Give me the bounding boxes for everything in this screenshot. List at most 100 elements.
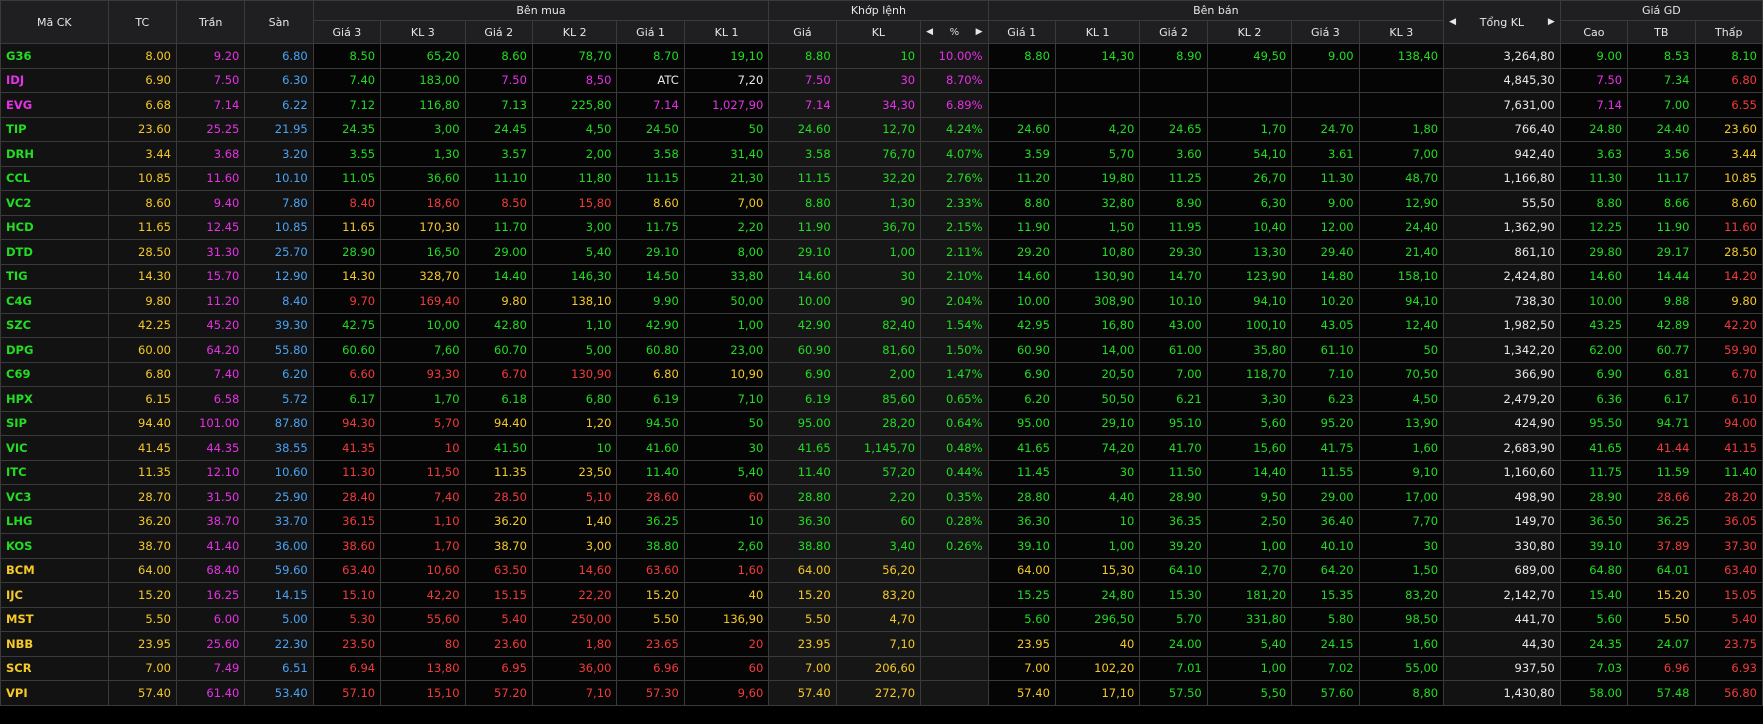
cell-symbol[interactable]: TIG <box>0 263 109 289</box>
toggle-right-icon[interactable]: ▶ <box>975 27 983 37</box>
table-row[interactable]: LHG 36.20 38.70 33.70 36.15 1,10 36.20 1,40 36.2… <box>0 508 1763 534</box>
cell-symbol[interactable]: HCD <box>0 214 109 240</box>
cell-symbol[interactable]: DPG <box>0 337 109 363</box>
table-row[interactable]: CCL 10.85 11.60 10.10 11.05 36,60 11.10 11,80 11… <box>0 165 1763 191</box>
table-row[interactable]: DTD 28.50 31.30 25.70 28.90 16,50 29.00 5,40 29.… <box>0 239 1763 265</box>
cell-symbol[interactable]: VC2 <box>0 190 109 216</box>
cell-symbol[interactable]: KOS <box>0 533 109 559</box>
cell-symbol[interactable]: CCL <box>0 165 109 191</box>
col-header-sell-vol3[interactable]: KL 3 <box>1358 20 1445 44</box>
cell-symbol[interactable]: SCR <box>0 655 109 681</box>
table-row[interactable]: C69 6.80 7.40 6.20 6.60 93,30 6.70 130,90 6.80 10… <box>0 361 1763 387</box>
col-header-match-volume[interactable]: KL <box>835 20 922 44</box>
cell-tc: 8.00 <box>107 43 177 69</box>
cell-avg: 11.17 <box>1627 165 1696 191</box>
cell-sell-price2: 28.90 <box>1139 484 1208 510</box>
cell-buy-price1: 36.25 <box>616 508 685 534</box>
table-row[interactable]: MST 5.50 6.00 5.00 5.30 55,60 5.40 250,00 5.50 13… <box>0 606 1763 632</box>
cell-symbol[interactable]: NBB <box>0 631 109 657</box>
table-row[interactable]: VC2 8.60 9.40 7.80 8.40 18,60 8.50 15,80 8.60 7,0… <box>0 190 1763 216</box>
col-header-buy-price3[interactable]: Giá 3 <box>312 20 382 44</box>
col-header-buy-vol3[interactable]: KL 3 <box>380 20 466 44</box>
table-row[interactable]: IDJ 6.90 7.50 6.30 7.40 183,00 7.50 8,50 ATC 7,20… <box>0 67 1763 93</box>
cell-symbol[interactable]: VIC <box>0 435 109 461</box>
cell-symbol[interactable]: C4G <box>0 288 109 314</box>
cell-symbol[interactable]: G36 <box>0 43 109 69</box>
col-header-low[interactable]: Thấp <box>1694 20 1763 44</box>
col-header-avg[interactable]: TB <box>1627 20 1696 44</box>
cell-symbol[interactable]: TIP <box>0 116 109 142</box>
cell-symbol[interactable]: C69 <box>0 361 109 387</box>
cell-match-price: 11.15 <box>768 165 837 191</box>
table-row[interactable]: NBB 23.95 25.60 22.30 23.50 80 23.60 1,80 23.65 2… <box>0 631 1763 657</box>
col-header-buy-price1[interactable]: Giá 1 <box>616 20 685 44</box>
table-row[interactable]: EVG 6.68 7.14 6.22 7.12 116,80 7.13 225,80 7.14 1… <box>0 92 1763 118</box>
col-header-buy-price2[interactable]: Giá 2 <box>464 20 533 44</box>
cell-symbol[interactable]: ITC <box>0 459 109 485</box>
cell-avg: 8.53 <box>1627 43 1696 69</box>
table-row[interactable]: TIP 23.60 25.25 21.95 24.35 3,00 24.45 4,50 24.5… <box>0 116 1763 142</box>
col-header-sell-price3[interactable]: Giá 3 <box>1291 20 1360 44</box>
cell-symbol[interactable]: HPX <box>0 386 109 412</box>
col-header-match-price[interactable]: Giá <box>768 20 837 44</box>
cell-symbol[interactable]: MST <box>0 606 109 632</box>
cell-avg: 8.66 <box>1627 190 1696 216</box>
cell-symbol[interactable]: VPI <box>0 680 109 706</box>
scroll-left-icon[interactable]: ◀ <box>1449 17 1457 27</box>
col-header-total-volume[interactable]: ◀ Tổng KL ▶ <box>1443 0 1561 44</box>
cell-symbol[interactable]: IJC <box>0 582 109 608</box>
col-header-buy-vol2[interactable]: KL 2 <box>531 20 618 44</box>
table-row[interactable]: KOS 38.70 41.40 36.00 38.60 1,70 38.70 3,00 38.8… <box>0 533 1763 559</box>
table-row[interactable]: DRH 3.44 3.68 3.20 3.55 1,30 3.57 2,00 3.58 31,40… <box>0 141 1763 167</box>
table-row[interactable]: VC3 28.70 31.50 25.90 28.40 7,40 28.50 5,10 28.6… <box>0 484 1763 510</box>
col-header-sell-vol1[interactable]: KL 1 <box>1054 20 1141 44</box>
table-row[interactable]: G36 8.00 9.20 6.80 8.50 65,20 8.60 78,70 8.70 19,… <box>0 43 1763 69</box>
col-header-sell-price1[interactable]: Giá 1 <box>987 20 1056 44</box>
col-header-tc[interactable]: TC <box>107 0 177 44</box>
table-row[interactable]: BCM 64.00 68.40 59.60 63.40 10,60 63.50 14,60 63… <box>0 557 1763 583</box>
col-header-match-percent[interactable]: ◀ % ▶ <box>920 20 989 44</box>
col-header-floor[interactable]: Sàn <box>244 0 314 44</box>
cell-symbol[interactable]: BCM <box>0 557 109 583</box>
table-row[interactable]: DPG 60.00 64.20 55.80 60.60 7,60 60.70 5,00 60.8… <box>0 337 1763 363</box>
col-header-ceiling[interactable]: Trần <box>175 0 246 44</box>
col-header-sell-vol2[interactable]: KL 2 <box>1206 20 1293 44</box>
cell-floor: 6.51 <box>244 655 314 681</box>
cell-symbol[interactable]: DTD <box>0 239 109 265</box>
table-row[interactable]: VIC 41.45 44.35 38.55 41.35 10 41.50 10 41.60 30 4… <box>0 435 1763 461</box>
cell-low: 23.75 <box>1694 631 1763 657</box>
percent-sort-icon[interactable]: % <box>949 26 960 38</box>
table-row[interactable]: HPX 6.15 6.58 5.72 6.17 1,70 6.18 6,80 6.19 7,10 6… <box>0 386 1763 412</box>
table-row[interactable]: C4G 9.80 11.20 8.40 9.70 169,40 9.80 138,10 9.90… <box>0 288 1763 314</box>
cell-symbol[interactable]: EVG <box>0 92 109 118</box>
cell-symbol[interactable]: VC3 <box>0 484 109 510</box>
table-row[interactable]: VPI 57.40 61.40 53.40 57.10 15,10 57.20 7,10 57.… <box>0 680 1763 706</box>
table-row[interactable]: SCR 7.00 7.49 6.51 6.94 13,80 6.95 36,00 6.96 60 7… <box>0 655 1763 681</box>
col-header-buy-vol1[interactable]: KL 1 <box>683 20 770 44</box>
scroll-right-icon[interactable]: ▶ <box>1547 17 1555 27</box>
cell-high: 12.25 <box>1559 214 1629 240</box>
cell-symbol[interactable]: DRH <box>0 141 109 167</box>
cell-tc: 11.65 <box>107 214 177 240</box>
table-row[interactable]: IJC 15.20 16.25 14.15 15.10 42,20 15.15 22,20 15… <box>0 582 1763 608</box>
col-header-symbol[interactable]: Mã CK <box>0 0 109 44</box>
table-row[interactable]: HCD 11.65 12.45 10.85 11.65 170,30 11.70 3,00 11… <box>0 214 1763 240</box>
cell-symbol[interactable]: SZC <box>0 312 109 338</box>
cell-symbol[interactable]: SIP <box>0 410 109 436</box>
table-row[interactable]: TIG 14.30 15.70 12.90 14.30 328,70 14.40 146,30… <box>0 263 1763 289</box>
cell-symbol[interactable]: LHG <box>0 508 109 534</box>
col-header-high[interactable]: Cao <box>1559 20 1629 44</box>
cell-tc: 36.20 <box>107 508 177 534</box>
cell-high: 9.00 <box>1559 43 1629 69</box>
table-row[interactable]: ITC 11.35 12.10 10.60 11.30 11,50 11.35 23,50 11… <box>0 459 1763 485</box>
col-header-sell-price2[interactable]: Giá 2 <box>1139 20 1208 44</box>
cell-buy-price1: 7.14 <box>616 92 685 118</box>
cell-symbol[interactable]: IDJ <box>0 67 109 93</box>
table-row[interactable]: SZC 42.25 45.20 39.30 42.75 10,00 42.80 1,10 42.… <box>0 312 1763 338</box>
toggle-left-icon[interactable]: ◀ <box>926 27 934 37</box>
cell-tc: 6.68 <box>107 92 177 118</box>
cell-sell-vol2: 15,60 <box>1206 435 1293 461</box>
table-row[interactable]: SIP 94.40 101.00 87.80 94.30 5,70 94.40 1,20 94.… <box>0 410 1763 436</box>
cell-buy-vol2: 14,60 <box>531 557 618 583</box>
cell-sell-price1: 24.60 <box>987 116 1056 142</box>
